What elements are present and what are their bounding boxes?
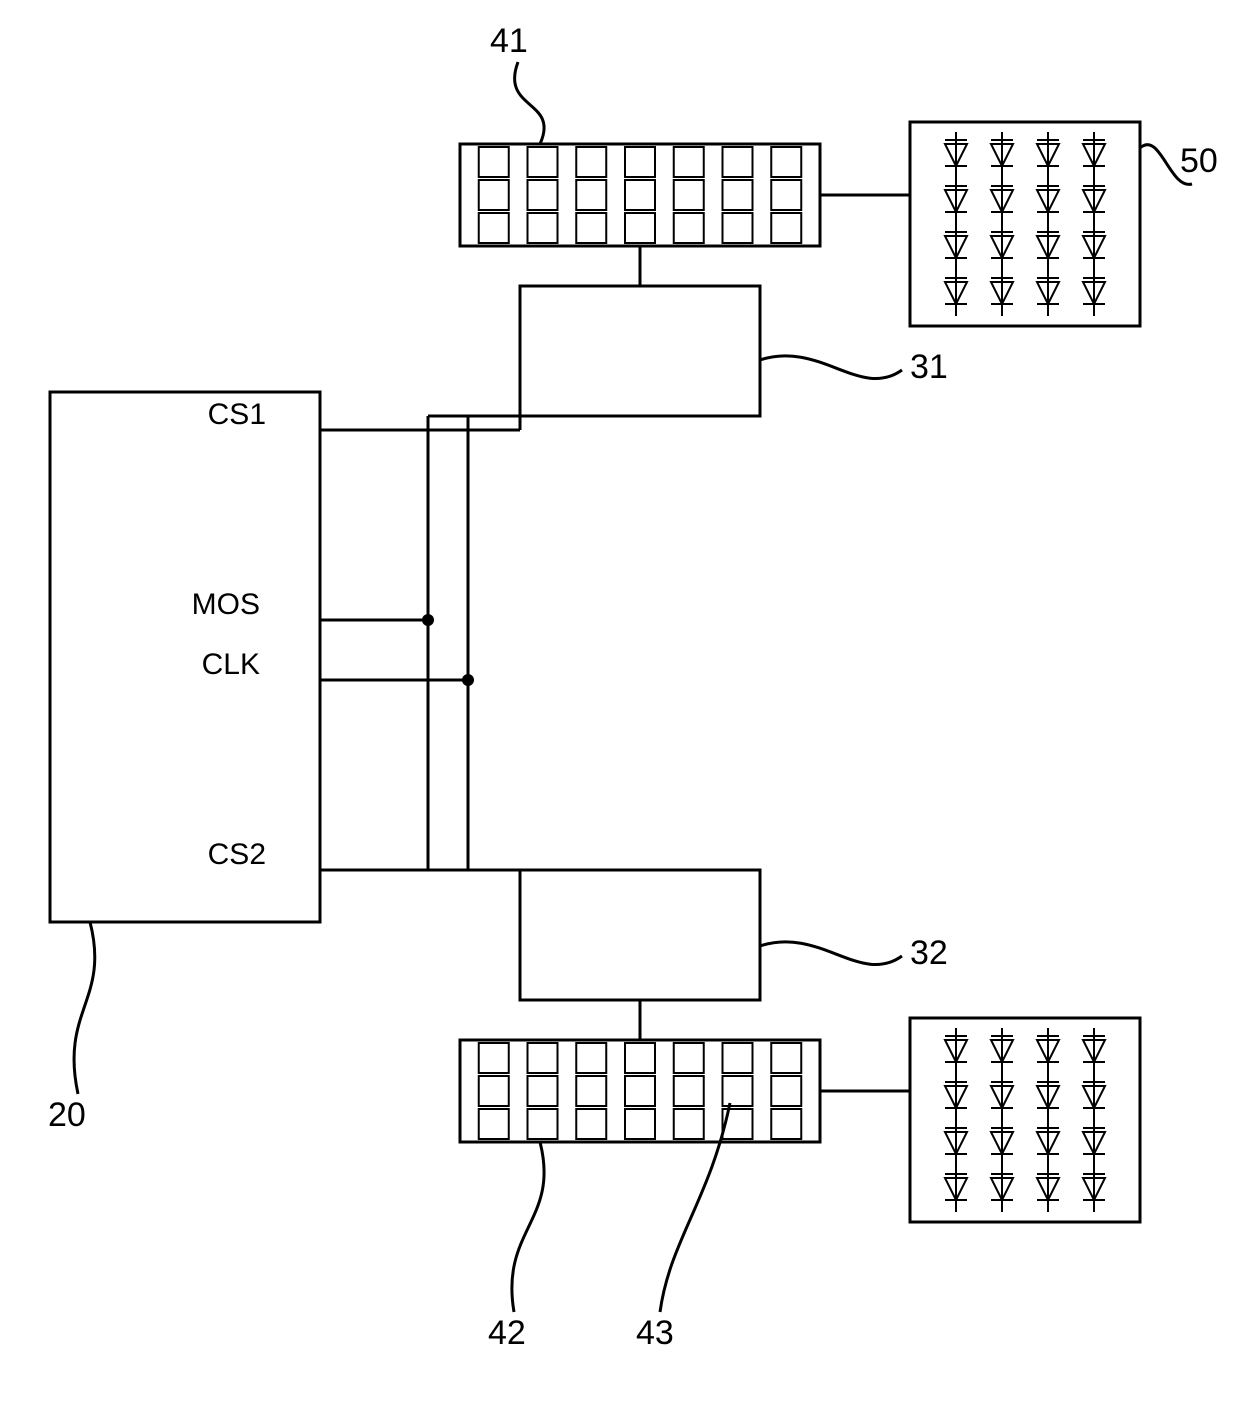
grid-cell (576, 1076, 606, 1106)
grid-41 (460, 144, 820, 246)
grid-42 (460, 1040, 820, 1142)
ref-20: 20 (48, 1096, 86, 1134)
grid-cell (723, 1043, 753, 1073)
grid-cell (625, 213, 655, 243)
junction-dot (462, 674, 474, 686)
grid-cell (625, 1109, 655, 1139)
pin-label-cs1: CS1 (208, 398, 266, 431)
grid-cell (576, 213, 606, 243)
grid-cell (576, 180, 606, 210)
grid-cell (528, 1076, 558, 1106)
led-array-bottom (910, 1018, 1140, 1222)
grid-cell (674, 1076, 704, 1106)
ref-31: 31 (910, 348, 948, 386)
grid-cell (479, 147, 509, 177)
grid-cell (479, 1076, 509, 1106)
grid-cell (479, 213, 509, 243)
controller-block (50, 392, 320, 922)
grid-cell (723, 147, 753, 177)
grid-cell (528, 1043, 558, 1073)
grid-cell (528, 1109, 558, 1139)
grid-cell (528, 213, 558, 243)
grid-cell (674, 213, 704, 243)
grid-cell (528, 180, 558, 210)
ref-43: 43 (636, 1314, 674, 1352)
grid-cell (576, 147, 606, 177)
grid-cell (771, 147, 801, 177)
grid-cell (771, 1076, 801, 1106)
pin-label-clk: CLK (202, 648, 260, 681)
grid-cell (771, 213, 801, 243)
ref-41: 41 (490, 22, 528, 60)
grid-cell (576, 1109, 606, 1139)
junction-dot (422, 614, 434, 626)
grid-cell (625, 180, 655, 210)
grid-cell (723, 213, 753, 243)
grid-cell (625, 1043, 655, 1073)
pin-label-mos: MOS (192, 588, 260, 621)
grid-cell (771, 1043, 801, 1073)
grid-cell (479, 1109, 509, 1139)
grid-cell (479, 1043, 509, 1073)
ref-42: 42 (488, 1314, 526, 1352)
grid-cell (723, 1076, 753, 1106)
grid-cell (479, 180, 509, 210)
grid-cell (723, 180, 753, 210)
grid-cell (674, 147, 704, 177)
module-32 (520, 870, 760, 1000)
grid-cell (674, 180, 704, 210)
ref-50: 50 (1180, 142, 1218, 180)
module-31 (520, 286, 760, 416)
grid-cell (625, 147, 655, 177)
grid-cell (528, 147, 558, 177)
ref-32: 32 (910, 934, 948, 972)
grid-cell (674, 1043, 704, 1073)
grid-cell (771, 180, 801, 210)
grid-cell (674, 1109, 704, 1139)
grid-cell (576, 1043, 606, 1073)
grid-cell (625, 1076, 655, 1106)
led-array-50 (910, 122, 1140, 326)
grid-cell (771, 1109, 801, 1139)
pin-label-cs2: CS2 (208, 838, 266, 871)
